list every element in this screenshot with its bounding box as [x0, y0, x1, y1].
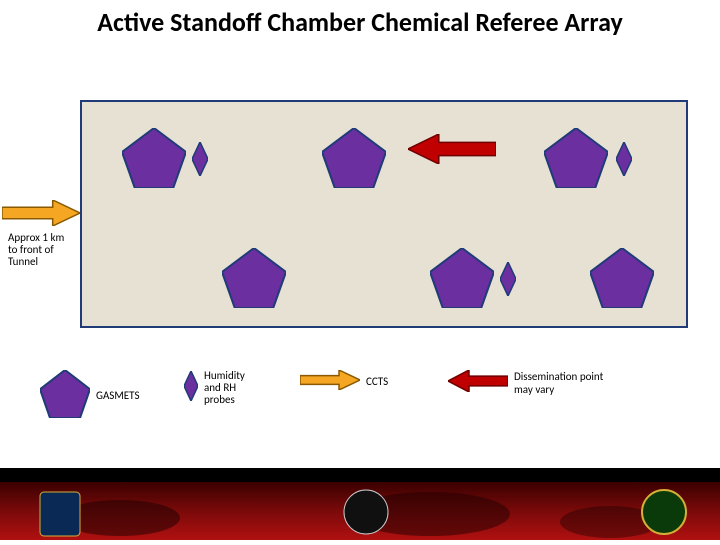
probe-diamond	[616, 142, 632, 181]
legend-label: CCTS	[366, 376, 388, 388]
footer-band	[0, 468, 720, 540]
red-arrow	[408, 134, 496, 169]
legend-icon	[40, 370, 90, 423]
gasmets-pentagon	[322, 128, 386, 193]
emblem-center-icon	[344, 490, 388, 534]
legend-item: Humidityand RHprobes	[184, 370, 245, 406]
probe-diamond	[192, 142, 208, 181]
gasmets-pentagon	[590, 248, 654, 313]
gasmets-pentagon	[222, 248, 286, 313]
probe-diamond	[500, 262, 516, 301]
legend-label: GASMETS	[96, 390, 140, 402]
legend-item: CCTS	[300, 370, 388, 395]
legend-label: Dissemination pointmay vary	[514, 371, 603, 395]
gasmets-pentagon	[544, 128, 608, 193]
legend-icon	[184, 371, 198, 406]
emblem-right-icon	[642, 490, 686, 534]
legend-item: Dissemination pointmay vary	[448, 370, 603, 397]
orange-arrow	[2, 200, 80, 231]
emblem-left-icon	[40, 492, 80, 536]
page-title: Active Standoff Chamber Chemical Referee…	[0, 0, 720, 38]
legend-icon	[300, 370, 360, 395]
footer-graphic	[0, 468, 720, 540]
gasmets-pentagon	[430, 248, 494, 313]
gasmets-pentagon	[122, 128, 186, 193]
distance-note: Approx 1 kmto front ofTunnel	[8, 232, 64, 268]
legend-item: GASMETS	[40, 370, 140, 423]
legend-icon	[448, 370, 508, 397]
legend-label: Humidityand RHprobes	[204, 370, 245, 406]
